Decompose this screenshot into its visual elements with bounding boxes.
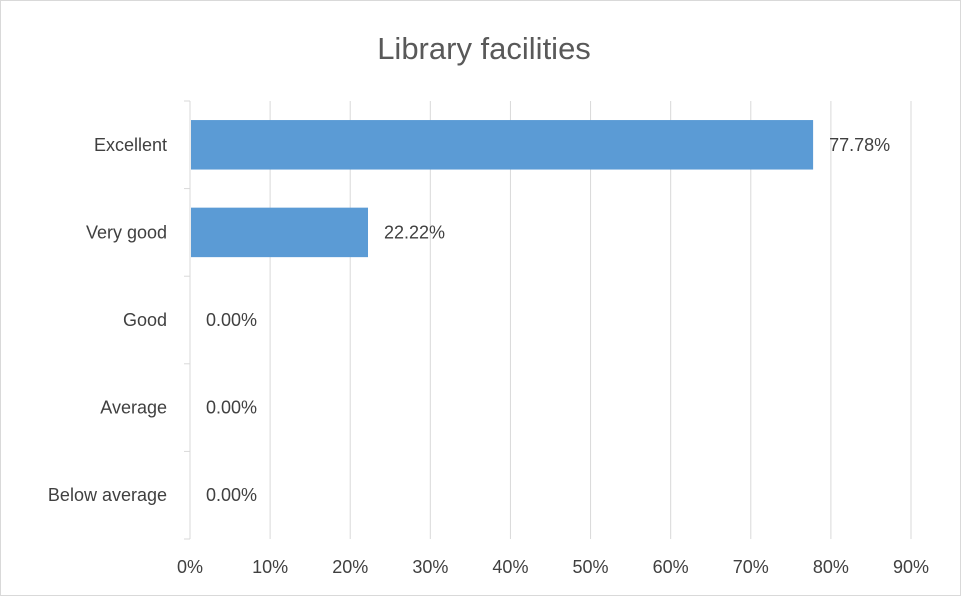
x-tick-label: 10%: [252, 557, 288, 577]
bar: [191, 207, 369, 258]
data-label: 0.00%: [206, 398, 257, 418]
x-tick-label: 20%: [332, 557, 368, 577]
data-label: 77.78%: [829, 135, 890, 155]
category-axis: [184, 100, 191, 540]
x-tick-label: 0%: [177, 557, 203, 577]
category-label: Excellent: [94, 135, 167, 155]
category-label: Below average: [48, 485, 167, 505]
chart-title: Library facilities: [377, 31, 591, 66]
category-label: Average: [100, 398, 167, 418]
data-label: 0.00%: [206, 310, 257, 330]
x-tick-label: 40%: [492, 557, 528, 577]
data-labels: 77.78% 22.22% 0.00% 0.00% 0.00%: [206, 135, 890, 505]
data-label: 22.22%: [384, 222, 445, 242]
x-axis-tick-labels: 0% 10% 20% 30% 40% 50% 60% 70% 80% 90%: [177, 557, 929, 577]
x-tick-label: 80%: [813, 557, 849, 577]
x-tick-label: 70%: [733, 557, 769, 577]
bar: [191, 120, 814, 170]
data-label: 0.00%: [206, 485, 257, 505]
gridlines: [269, 101, 912, 539]
x-tick-label: 50%: [573, 557, 609, 577]
category-labels: Excellent Very good Good Average Below avera…: [48, 135, 167, 505]
category-label: Good: [123, 310, 167, 330]
category-label: Very good: [86, 222, 167, 242]
x-tick-label: 60%: [653, 557, 689, 577]
bars: [191, 120, 814, 258]
x-tick-label: 90%: [893, 557, 929, 577]
x-tick-label: 30%: [412, 557, 448, 577]
